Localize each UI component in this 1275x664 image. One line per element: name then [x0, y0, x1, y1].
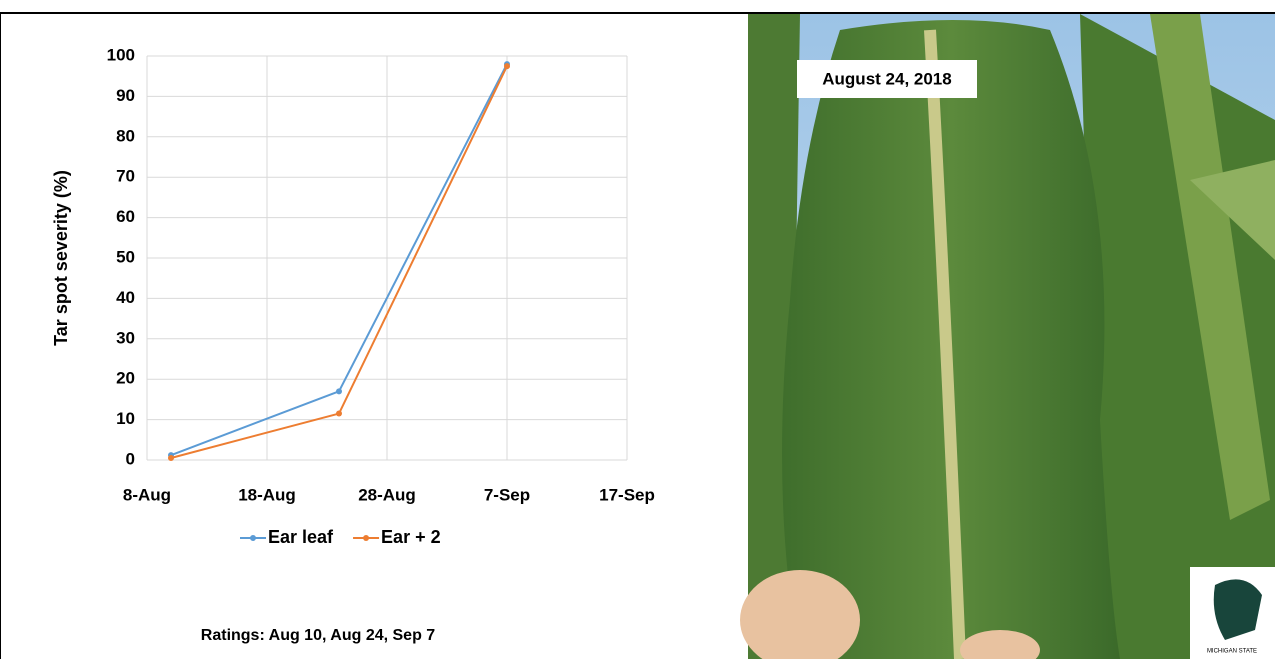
y-axis-title: Tar spot severity (%): [51, 170, 71, 346]
series-line: [171, 66, 507, 458]
y-tick-label: 10: [116, 409, 135, 428]
x-tick-label: 7-Sep: [484, 485, 530, 504]
photo: August 24, 2018 MICHIGAN STATE: [740, 14, 1275, 659]
y-tick-label: 60: [116, 207, 135, 226]
logo-text: MICHIGAN STATE: [1207, 649, 1257, 655]
data-point: [336, 388, 342, 394]
legend-marker: [363, 535, 369, 541]
legend-marker: [250, 535, 256, 541]
x-tick-label: 17-Sep: [599, 485, 655, 504]
series-line: [171, 64, 507, 455]
data-point: [168, 455, 174, 461]
annotation: Ratings: Aug 10, Aug 24, Sep 7: [201, 627, 436, 644]
y-tick-label: 50: [116, 247, 135, 266]
y-tick-label: 100: [107, 45, 135, 64]
y-tick-label: 80: [116, 126, 135, 145]
photo-caption: August 24, 2018: [822, 69, 951, 88]
legend-label: Ear + 2: [381, 527, 441, 547]
y-tick-label: 90: [116, 86, 135, 105]
x-tick-label: 28-Aug: [358, 485, 416, 504]
x-tick-label: 18-Aug: [238, 485, 296, 504]
slide: August 24, 2018 MICHIGAN STATE Tar spot …: [0, 0, 1275, 659]
x-tick-label: 8-Aug: [123, 485, 171, 504]
y-tick-label: 30: [116, 328, 135, 347]
data-point: [336, 411, 342, 417]
plot: 0 10 20 30 40 50 60 70 80 90 100 8-Aug 18-Aug 28-Aug 7…: [107, 45, 655, 504]
y-tick-label: 40: [116, 288, 135, 307]
y-tick-label: 0: [126, 449, 135, 468]
legend-label: Ear leaf: [268, 527, 334, 547]
y-tick-label: 70: [116, 167, 135, 186]
data-point: [504, 63, 510, 69]
y-tick-label: 20: [116, 369, 135, 388]
